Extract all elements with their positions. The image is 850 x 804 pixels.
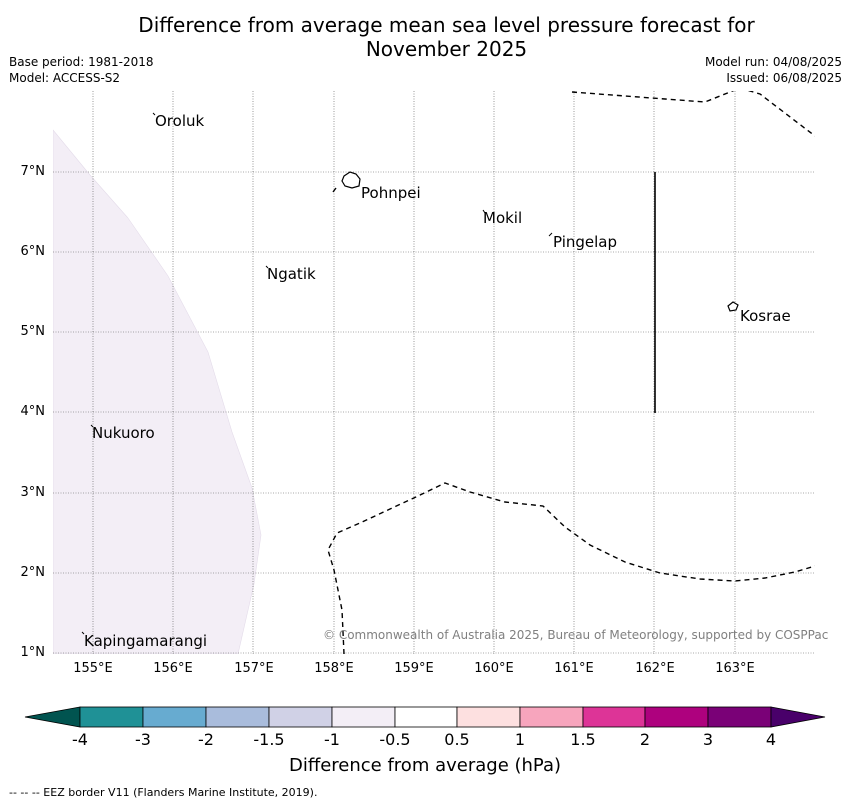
grid-lines: [53, 91, 815, 654]
colorbar: [24, 706, 826, 728]
eez-border: [327, 91, 815, 654]
label-nukuoro: Nukuoro: [92, 424, 155, 442]
lat-tick-label: 6°N: [20, 244, 46, 259]
colorbar-tick-label: -1.5: [253, 730, 285, 749]
lon-tick-label: 159°E: [394, 661, 434, 676]
label-oroluk: Oroluk: [155, 112, 205, 130]
colorbar-tick-label: -3: [135, 730, 151, 749]
colorbar-over-arrow: [770, 706, 826, 728]
colorbar-swatch-11: [707, 706, 772, 728]
label-kapingamarangi: Kapingamarangi: [84, 632, 208, 650]
lat-tick-label: 1°N: [20, 645, 46, 660]
label-mokil: Mokil: [483, 209, 523, 227]
kosrae-island: [727, 301, 739, 312]
issued-date: Issued: 06/08/2025: [726, 71, 842, 85]
lon-tick-label: 163°E: [715, 661, 755, 676]
colorbar-tick-label: 4: [765, 730, 777, 749]
colorbar-tick-label: -4: [72, 730, 88, 749]
copyright-notice: © Commonwealth of Australia 2025, Bureau…: [323, 628, 829, 642]
colorbar-swatch-2: [142, 706, 207, 728]
colorbar-swatch-5: [331, 706, 396, 728]
colorbar-swatch-8: [519, 706, 584, 728]
footer-legend: -- -- -- EEZ border V11 (Flanders Marine…: [9, 786, 318, 799]
model-run: Model run: 04/08/2025: [704, 55, 842, 69]
lat-tick-label: 7°N: [20, 164, 46, 179]
label-pohnpei: Pohnpei: [361, 184, 421, 202]
model-name: Model: ACCESS-S2: [9, 71, 121, 85]
map-title: Difference from average mean sea level p…: [0, 13, 850, 61]
colorbar-tick-label: 1.5: [570, 730, 596, 749]
colorbar-swatch-4: [268, 706, 333, 728]
lon-tick-label: 161°E: [554, 661, 594, 676]
meta-left: Base period: 1981-2018 Model: ACCESS-S2: [9, 54, 154, 86]
colorbar-tick-label: -2: [198, 730, 214, 749]
colorbar-label: Difference from average (hPa): [288, 755, 562, 776]
label-pingelap: Pingelap: [553, 233, 618, 251]
label-kosrae: Kosrae: [740, 307, 791, 325]
label-ngatik: Ngatik: [267, 265, 316, 283]
lon-tick-label: 156°E: [153, 661, 193, 676]
lat-tick-label: 3°N: [20, 485, 46, 500]
lon-tick-label: 155°E: [73, 661, 113, 676]
title-line-1: Difference from average mean sea level p…: [138, 13, 755, 37]
colorbar-swatch-1: [79, 706, 144, 728]
colorbar-tick-label: 2: [639, 730, 651, 749]
colorbar-tick-label: 0.5: [444, 730, 470, 749]
lon-tick-label: 162°E: [635, 661, 675, 676]
lon-tick-label: 158°E: [314, 661, 354, 676]
title-line-2: November 2025: [365, 37, 528, 61]
colorbar-swatch-10: [644, 706, 709, 728]
lon-tick-label: 157°E: [234, 661, 274, 676]
lat-tick-label: 5°N: [20, 324, 46, 339]
colorbar-swatch-9: [582, 706, 646, 728]
lat-tick-label: 2°N: [20, 565, 46, 580]
lon-tick-label: 160°E: [474, 661, 514, 676]
colorbar-tick-label: 1: [514, 730, 526, 749]
lat-tick-label: 4°N: [20, 404, 46, 419]
base-period: Base period: 1981-2018: [9, 55, 154, 69]
pressure-anomaly-region: [53, 129, 262, 654]
island-markers: [81, 112, 553, 635]
colorbar-swatch-3: [205, 706, 270, 728]
meta-right: Model run: 04/08/2025 Issued: 06/08/2025: [705, 54, 842, 86]
pohnpei-island: [341, 171, 361, 189]
colorbar-under-arrow: [24, 706, 81, 728]
colorbar-tick-label: -0.5: [379, 730, 411, 749]
colorbar-tick-label: -1: [324, 730, 340, 749]
colorbar-swatch-7: [456, 706, 521, 728]
colorbar-swatch-6: [394, 706, 458, 728]
colorbar-tick-label: 3: [702, 730, 714, 749]
